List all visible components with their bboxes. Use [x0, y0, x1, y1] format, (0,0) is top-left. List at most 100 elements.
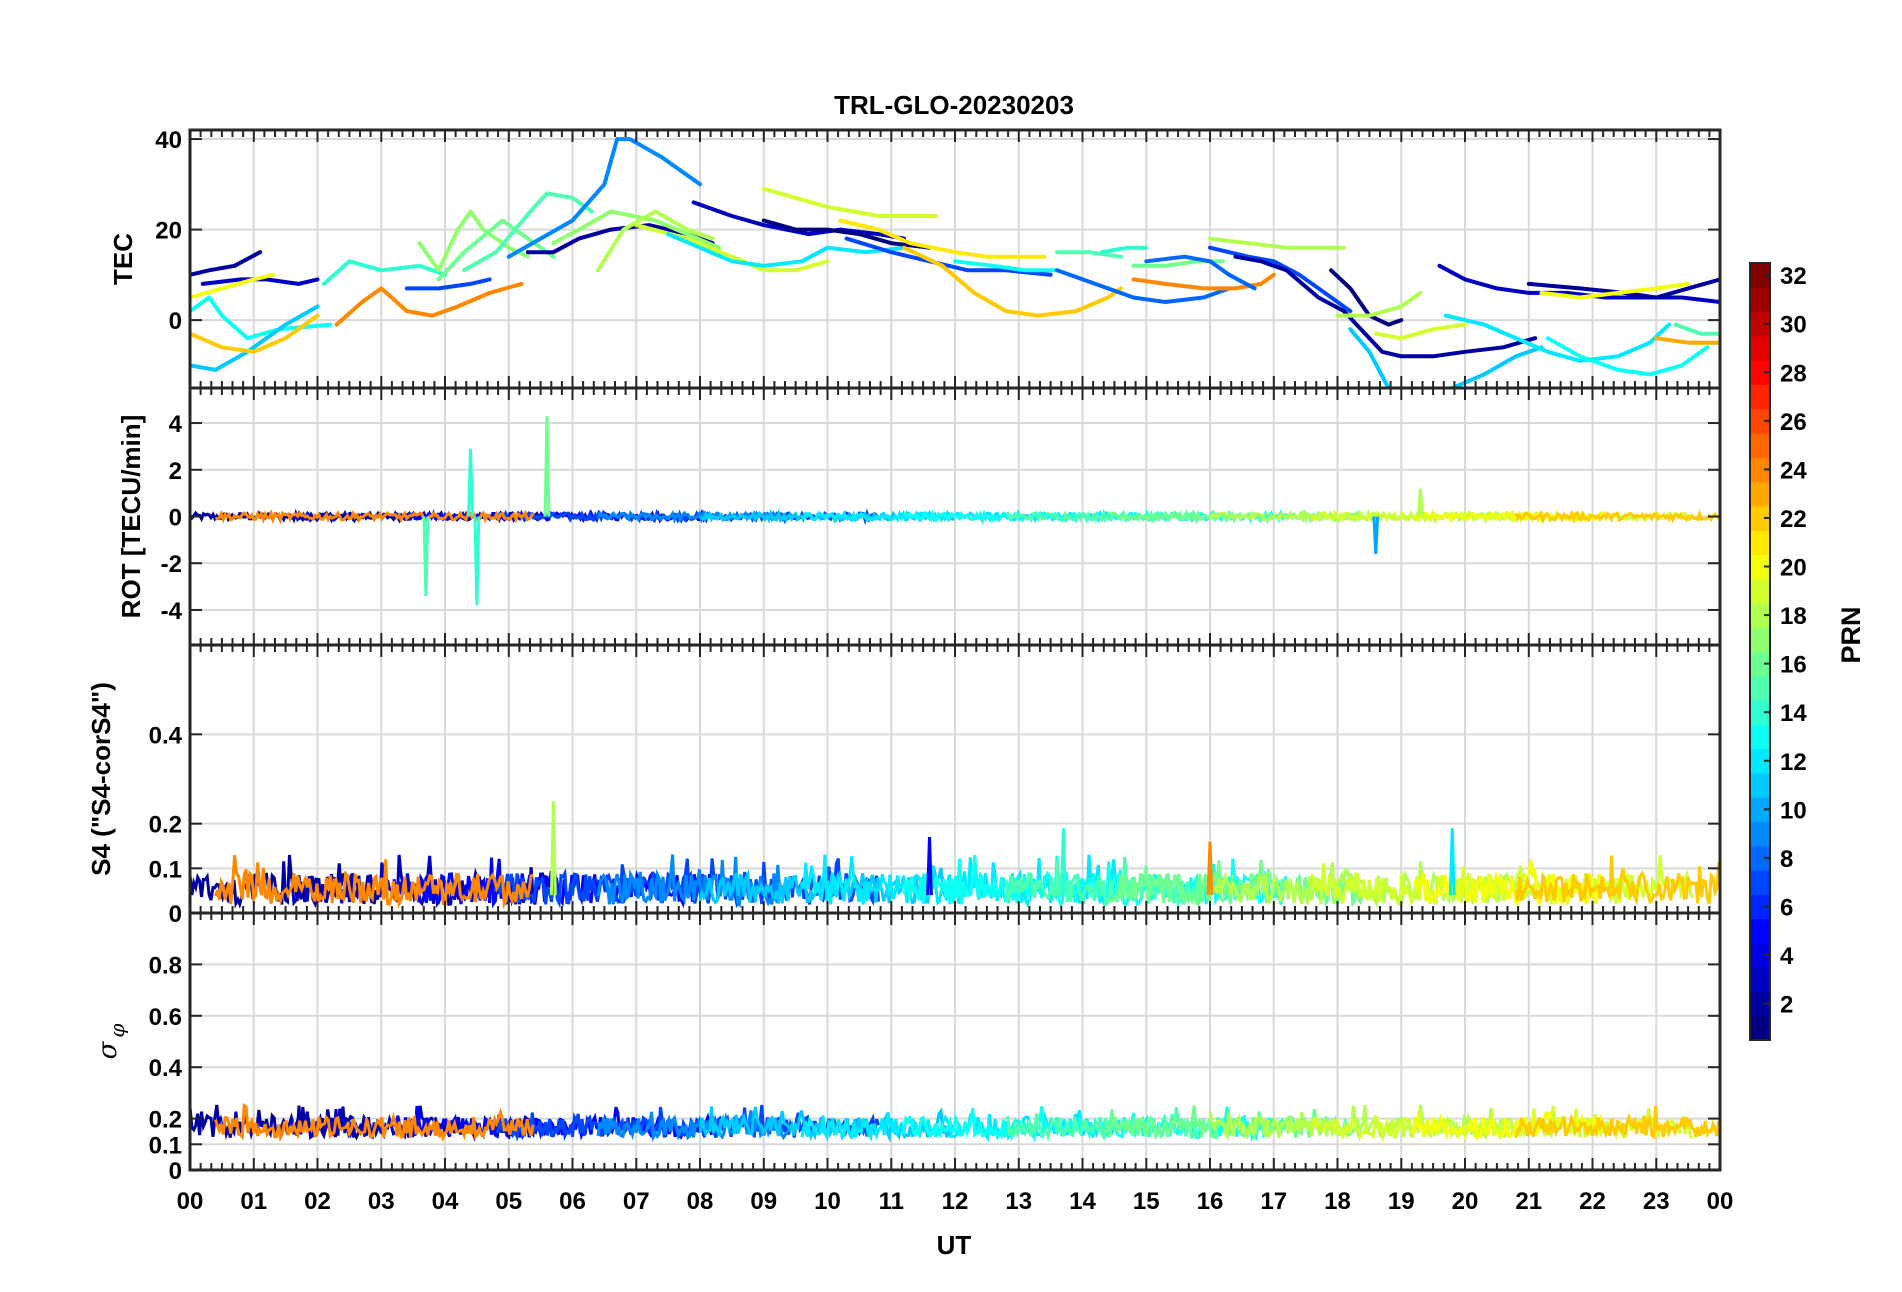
- tec-series-prn-7: [844, 236, 1053, 277]
- y-tick-label: 0: [169, 901, 182, 928]
- panel-s4-data: [190, 801, 1720, 910]
- colorbar-segment: [1750, 602, 1770, 628]
- colorbar-segment: [1750, 797, 1770, 823]
- colorbar-tick-label: 32: [1780, 263, 1807, 290]
- tec-series-prn-17: [551, 209, 722, 250]
- y-tick-label: 0.4: [149, 722, 183, 749]
- tec-series-prn-15: [1055, 250, 1123, 259]
- colorbar-segment: [1750, 263, 1770, 288]
- x-tick-label: 04: [432, 1188, 459, 1215]
- tec-series-prn-20: [1539, 281, 1691, 300]
- x-tick-label: 06: [559, 1188, 586, 1215]
- tec-series-prn-3: [691, 200, 906, 241]
- sigphi-series-prn-20: [1412, 1111, 1605, 1142]
- tec-series-prn-14: [1099, 245, 1149, 255]
- colorbar-tick-label: 28: [1780, 360, 1807, 387]
- x-tick-label: 15: [1133, 1188, 1160, 1215]
- tec-series-prn-12: [666, 232, 906, 268]
- colorbar-segment: [1750, 384, 1770, 410]
- panel-sigphi: 00.10.2 0.4 0.6 0.8 σφ: [93, 911, 1722, 1185]
- x-tick-label: 16: [1197, 1188, 1224, 1215]
- x-tick-label: 10: [814, 1188, 841, 1215]
- colorbar-segment: [1750, 578, 1770, 604]
- y-axis-label: S4 ("S4-corS4"): [86, 682, 116, 876]
- colorbar-segment: [1750, 772, 1770, 798]
- panel-rot: -4 -2 0 2 4 ROT [TECU/min]: [116, 386, 1722, 647]
- y-tick-label: 0: [169, 1158, 182, 1185]
- x-tick-label: 23: [1643, 1188, 1670, 1215]
- rot-spike-prn-14: [473, 516, 481, 606]
- colorbar-segment: [1750, 433, 1770, 458]
- colorbar-tick-label: 30: [1780, 312, 1807, 339]
- panel-s4: 0 0.1 0.2 0.4 S4 ("S4-corS4"): [86, 643, 1722, 928]
- y-tick-label: 0.1: [149, 856, 182, 883]
- sigphi-series-prn-12: [800, 1109, 1121, 1143]
- y-tick-label: -2: [161, 551, 182, 578]
- sigphi-series-prn-22: [1514, 1105, 1720, 1140]
- tec-series-prn-7: [404, 277, 492, 291]
- colorbar-segment: [1750, 748, 1770, 774]
- y-tick-label: 0.6: [149, 1004, 182, 1031]
- colorbar-segment: [1750, 675, 1770, 701]
- colorbar-segment: [1750, 408, 1770, 434]
- colorbar-segment: [1750, 335, 1770, 361]
- y-tick-label: 0: [169, 505, 182, 532]
- x-tick-label: 14: [1069, 1188, 1096, 1215]
- y-tick-label: 0.2: [149, 1107, 182, 1134]
- x-tick-label: 02: [304, 1188, 331, 1215]
- tec-series-prn-14: [321, 259, 447, 286]
- colorbar-tick-label: 8: [1780, 846, 1793, 873]
- rot-spike-prn-10: [1372, 516, 1380, 554]
- colorbar-tick-label: 26: [1780, 409, 1807, 436]
- tec-series-prn-17: [417, 209, 530, 273]
- x-tick-label: 11: [879, 1188, 904, 1215]
- tec-series-prn-12: [1443, 313, 1671, 363]
- tec-series-prn-7: [1208, 245, 1353, 314]
- x-axis-tick-labels: 00 01 02 03 04 05 06 07 08 09 10 11 12 13 14 15 16 17 18 19…: [177, 1188, 1734, 1215]
- tec-series-prn-22: [190, 313, 320, 354]
- colorbar-segment: [1750, 287, 1770, 313]
- x-tick-label: 03: [368, 1188, 395, 1215]
- colorbar-segment: [1750, 530, 1770, 555]
- x-tick-label: 22: [1579, 1188, 1606, 1215]
- colorbar-tick-label: 24: [1780, 457, 1807, 484]
- sigphi-series-prn-15: [1005, 1107, 1199, 1143]
- panel-tec: 0 20 40 TEC: [108, 127, 1722, 390]
- colorbar-tick-label: 4: [1780, 943, 1794, 970]
- y-tick-label: 4: [169, 411, 183, 438]
- tec-series-prn-8: [1144, 254, 1257, 291]
- panel-rot-x-ticks: [189, 388, 1721, 645]
- x-tick-label: 08: [687, 1188, 714, 1215]
- rot-series-prn-7: [495, 508, 880, 526]
- y-tick-label: 0: [169, 308, 182, 335]
- x-tick-label: 05: [495, 1188, 522, 1215]
- y-tick-label: 0.4: [149, 1055, 183, 1082]
- tec-series-prn-21: [838, 218, 1047, 259]
- x-tick-label: 18: [1324, 1188, 1351, 1215]
- colorbar-segment: [1750, 918, 1770, 944]
- colorbar-label: PRN: [1836, 606, 1866, 663]
- colorbar-frame: [1749, 262, 1771, 1041]
- y-tick-label: 0.1: [149, 1132, 182, 1159]
- y-tick-label: -4: [161, 598, 183, 625]
- y-tick-label: 0.8: [149, 952, 182, 979]
- x-tick-label: 00: [177, 1188, 204, 1215]
- colorbar-tick-label: 12: [1780, 749, 1807, 776]
- tec-series-prn-2: [1233, 254, 1538, 359]
- tec-series-prn-22: [902, 245, 1123, 318]
- colorbar-segment: [1750, 554, 1770, 580]
- tec-series-prn-13: [190, 295, 333, 341]
- tec-series-prn-24: [1131, 272, 1276, 291]
- tec-series-prn-15: [1673, 322, 1720, 336]
- colorbar-tick-label: 20: [1780, 555, 1807, 582]
- x-tick-label: 17: [1260, 1188, 1287, 1215]
- y-axis-label: ROT [TECU/min]: [116, 415, 146, 619]
- panel-s4-x-ticks: [189, 645, 1721, 913]
- tec-series-prn-11: [1348, 327, 1544, 388]
- tec-series-prn-20: [190, 272, 275, 300]
- tec-series-prn-16: [436, 218, 556, 282]
- colorbar-segment: [1750, 942, 1770, 968]
